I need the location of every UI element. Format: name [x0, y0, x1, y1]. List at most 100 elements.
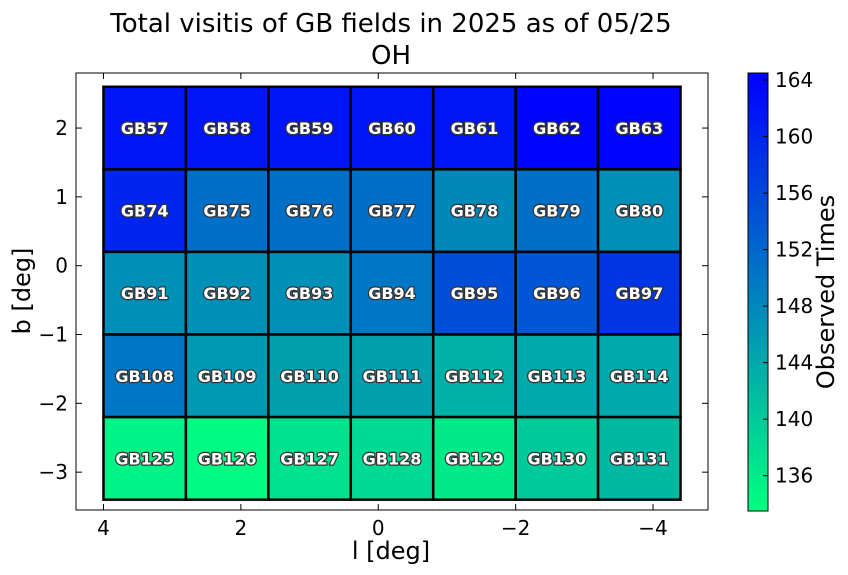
colorbar-ticks: 136 140 144 148 152 156 160 164 — [763, 68, 813, 488]
cell-gb111: GB111 — [349, 333, 435, 419]
cell-label: GB95 — [451, 284, 499, 303]
cell-gb94: GB94 — [349, 250, 435, 336]
cell-rect — [514, 415, 600, 501]
cell-label: GB130 — [528, 449, 587, 468]
cell-label: GB58 — [203, 119, 251, 138]
chart-subtitle: OH — [371, 41, 411, 71]
cell-gb110: GB110 — [267, 333, 353, 419]
cell-label: GB91 — [121, 284, 169, 303]
cell-gb60: GB60 — [349, 85, 435, 171]
cell-label: GB127 — [280, 449, 339, 468]
cell-label: GB76 — [286, 202, 334, 221]
cell-label: GB110 — [280, 367, 339, 386]
cell-rect — [184, 250, 270, 336]
cell-gb78: GB78 — [431, 168, 517, 254]
colorbar — [747, 72, 769, 512]
cell-gb130: GB130 — [514, 415, 600, 501]
cell-label: GB126 — [198, 449, 257, 468]
colorbar-label: Observed Times — [812, 195, 840, 389]
y-tick-label: 2 — [55, 116, 68, 140]
cell-label: GB129 — [445, 449, 504, 468]
cell-label: GB78 — [451, 202, 499, 221]
cell-gb62: GB62 — [514, 85, 600, 171]
cell-label: GB93 — [286, 284, 334, 303]
cell-gb108: GB108 — [102, 333, 188, 419]
cell-gb95: GB95 — [431, 250, 517, 336]
x-axis-ticks: 4 2 0 −2 −4 — [97, 73, 668, 540]
cell-rect — [102, 85, 188, 171]
cell-label: GB128 — [363, 449, 422, 468]
cell-rect — [184, 415, 270, 501]
cell-gb112: GB112 — [431, 333, 517, 419]
cell-rect — [431, 85, 517, 171]
colorbar-tick-label: 140 — [775, 407, 813, 431]
cell-label: GB109 — [198, 367, 257, 386]
cell-gb93: GB93 — [267, 250, 353, 336]
cell-rect — [514, 250, 600, 336]
cell-label: GB61 — [451, 119, 499, 138]
cells-layer: GB57 GB58 GB59 GB60 GB61 GB62 GB63 GB74 GB75 GB76… — [102, 85, 682, 501]
cell-gb63: GB63 — [596, 85, 682, 171]
cell-label: GB111 — [363, 367, 422, 386]
cell-gb127: GB127 — [267, 415, 353, 501]
cell-label: GB114 — [610, 367, 669, 386]
cell-gb125: GB125 — [102, 415, 188, 501]
cell-label: GB125 — [115, 449, 174, 468]
cell-label: GB80 — [616, 202, 664, 221]
colorbar-tick-label: 164 — [775, 68, 813, 92]
cell-gb74: GB74 — [102, 168, 188, 254]
cell-rect — [349, 168, 435, 254]
cell-label: GB131 — [610, 449, 669, 468]
colorbar-tick-label: 144 — [775, 351, 813, 375]
cell-gb126: GB126 — [184, 415, 270, 501]
cell-label: GB77 — [368, 202, 416, 221]
y-tick-label: −3 — [39, 460, 68, 484]
cell-label: GB63 — [616, 119, 664, 138]
cell-gb61: GB61 — [431, 85, 517, 171]
x-tick-label: −2 — [501, 516, 530, 540]
cell-label: GB97 — [616, 284, 664, 303]
cell-gb131: GB131 — [596, 415, 682, 501]
cell-label: GB94 — [368, 284, 416, 303]
cell-gb91: GB91 — [102, 250, 188, 336]
cell-label: GB57 — [121, 119, 169, 138]
cell-label: GB79 — [533, 202, 581, 221]
cell-rect — [102, 250, 188, 336]
cell-label: GB113 — [528, 367, 587, 386]
cell-rect — [596, 415, 682, 501]
x-tick-label: 0 — [372, 516, 385, 540]
cell-rect — [184, 168, 270, 254]
cell-label: GB74 — [121, 202, 169, 221]
y-tick-label: −2 — [39, 391, 68, 415]
cell-gb77: GB77 — [349, 168, 435, 254]
cell-gb76: GB76 — [267, 168, 353, 254]
cell-gb113: GB113 — [514, 333, 600, 419]
cell-rect — [431, 250, 517, 336]
cell-rect — [596, 250, 682, 336]
colorbar-tick-label: 156 — [775, 181, 813, 205]
cell-label: GB62 — [533, 119, 581, 138]
chart-title: Total visitis of GB fields in 2025 as of… — [109, 9, 671, 39]
cell-gb58: GB58 — [184, 85, 270, 171]
cell-rect — [596, 333, 682, 419]
cell-gb114: GB114 — [596, 333, 682, 419]
colorbar-tick-label: 152 — [775, 238, 813, 262]
y-tick-label: 1 — [55, 185, 68, 209]
cell-gb79: GB79 — [514, 168, 600, 254]
y-tick-label: 0 — [55, 254, 68, 278]
x-tick-label: 2 — [235, 516, 248, 540]
x-tick-label: 4 — [97, 516, 110, 540]
y-tick-label: −1 — [39, 323, 68, 347]
cell-gb109: GB109 — [184, 333, 270, 419]
x-tick-label: −4 — [638, 516, 667, 540]
cell-label: GB92 — [203, 284, 251, 303]
cell-rect — [431, 415, 517, 501]
cell-label: GB96 — [533, 284, 581, 303]
cell-label: GB108 — [115, 367, 174, 386]
x-axis-label: l [deg] — [352, 537, 430, 565]
cell-gb57: GB57 — [102, 85, 188, 171]
cell-gb75: GB75 — [184, 168, 270, 254]
colorbar-tick-label: 148 — [775, 294, 813, 318]
cell-gb128: GB128 — [349, 415, 435, 501]
cell-rect — [596, 85, 682, 171]
